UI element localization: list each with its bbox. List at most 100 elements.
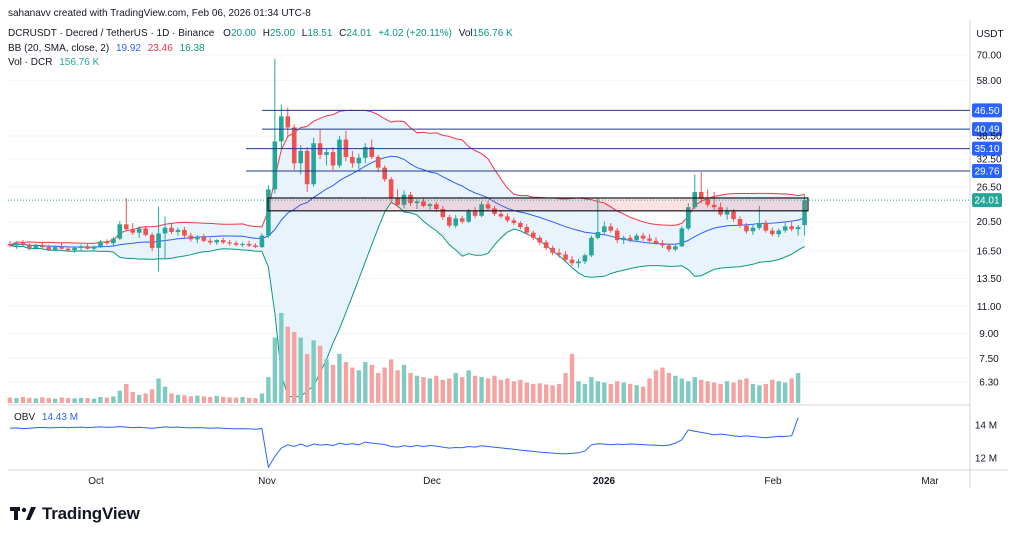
candle-body bbox=[233, 243, 239, 245]
bb-lower-line bbox=[9, 201, 805, 398]
candle-body bbox=[227, 242, 232, 244]
legend-volume-row[interactable]: Vol · DCR 156.76 K bbox=[8, 57, 99, 68]
bb-basis-line bbox=[9, 155, 805, 248]
volume-bar bbox=[750, 383, 756, 403]
volume-bar bbox=[472, 375, 478, 403]
candle-body bbox=[382, 167, 387, 180]
candle-body bbox=[317, 143, 323, 155]
volume-bar bbox=[453, 373, 458, 403]
candle-body bbox=[111, 238, 116, 244]
price-tick-label: 38.50 bbox=[976, 132, 1001, 143]
vol-indicator-value: 156.76 K bbox=[59, 57, 100, 68]
candle-body bbox=[91, 247, 97, 249]
candle-body bbox=[201, 237, 207, 241]
price-tick-label: 32.50 bbox=[976, 155, 1001, 166]
volume-bar bbox=[143, 393, 148, 403]
horizontal-levels: 46.50 40.49 35.10 29.76 bbox=[246, 103, 1002, 179]
volume-bar bbox=[388, 359, 394, 403]
volume-bar bbox=[660, 367, 665, 403]
candlesticks bbox=[7, 58, 807, 272]
candle-body bbox=[802, 200, 807, 226]
bb-lower-value: 16.38 bbox=[179, 43, 205, 54]
candle bbox=[505, 213, 510, 223]
candle bbox=[324, 148, 329, 166]
obv-value: 14.43 M bbox=[41, 412, 79, 423]
legend-bb-row[interactable]: BB (20, SMA, close, 2) 19.92 23.46 16.38 bbox=[8, 43, 205, 54]
volume-bar bbox=[757, 385, 762, 403]
candle bbox=[789, 220, 794, 232]
candle-body bbox=[602, 226, 607, 232]
candle-body bbox=[750, 227, 756, 232]
time-tick-label: Nov bbox=[258, 476, 276, 487]
candle bbox=[589, 235, 594, 258]
volume-bar bbox=[692, 377, 697, 403]
candle-body bbox=[395, 197, 400, 205]
volume-bar bbox=[78, 397, 84, 403]
volume-bar bbox=[731, 382, 736, 403]
candle bbox=[259, 233, 265, 248]
candle-body bbox=[149, 234, 155, 248]
candle bbox=[7, 240, 13, 248]
level-label: 29.76 bbox=[974, 167, 999, 178]
price-tick-label: 13.50 bbox=[976, 274, 1001, 285]
volume-bar bbox=[20, 397, 26, 403]
candle bbox=[576, 258, 581, 268]
candle-body bbox=[518, 222, 523, 228]
candle bbox=[621, 235, 626, 244]
candle bbox=[724, 207, 730, 220]
volume-bar bbox=[169, 393, 174, 403]
volume-bar bbox=[188, 396, 194, 403]
volume-bar bbox=[524, 382, 529, 403]
candle bbox=[647, 234, 652, 243]
candle-body bbox=[266, 189, 271, 236]
candle bbox=[279, 104, 284, 149]
volume-bar bbox=[311, 340, 316, 403]
volume-bar bbox=[259, 393, 265, 403]
volume-bar bbox=[744, 378, 749, 403]
candle bbox=[330, 147, 336, 170]
candle-body bbox=[46, 247, 52, 250]
volume-bar bbox=[511, 381, 517, 403]
candle-body bbox=[143, 228, 148, 235]
candle bbox=[27, 243, 32, 251]
candle bbox=[776, 228, 782, 238]
volume-bar bbox=[376, 373, 381, 403]
tradingview-logo[interactable]: TradingView bbox=[10, 504, 140, 524]
volume-bar bbox=[427, 378, 433, 403]
symbol-name[interactable]: DCRUSDT · Decred / TetherUS · 1D · Binan… bbox=[8, 28, 215, 39]
candle-body bbox=[479, 204, 484, 216]
candle-body bbox=[530, 232, 536, 238]
volume-bars bbox=[7, 313, 801, 403]
current-price-label: 24.01 bbox=[974, 196, 999, 207]
candle-body bbox=[498, 213, 504, 217]
volume-bar bbox=[466, 370, 471, 403]
candle bbox=[408, 192, 413, 207]
tradingview-logo-icon bbox=[10, 507, 36, 520]
candle-body bbox=[757, 222, 762, 228]
volume-bar bbox=[233, 397, 239, 403]
candle-body bbox=[388, 179, 394, 198]
candle-body bbox=[72, 247, 77, 251]
candle bbox=[233, 240, 239, 247]
candle-body bbox=[711, 204, 717, 208]
price-tick-label: 7.50 bbox=[979, 354, 999, 365]
candle-body bbox=[408, 194, 413, 204]
candle bbox=[46, 244, 52, 252]
candle bbox=[459, 215, 465, 224]
volume-bar bbox=[505, 378, 510, 403]
candle-body bbox=[485, 204, 491, 209]
volume-bar bbox=[518, 379, 523, 403]
candle-body bbox=[182, 229, 187, 236]
candle bbox=[350, 150, 355, 168]
time-tick-label: 2026 bbox=[593, 476, 616, 487]
candle-body bbox=[220, 240, 226, 243]
candle-body bbox=[414, 201, 420, 204]
candle-body bbox=[350, 156, 355, 164]
candle bbox=[537, 235, 543, 245]
volume-bar bbox=[53, 398, 58, 403]
current-price-label-bg bbox=[972, 193, 1002, 208]
candle-body bbox=[472, 211, 478, 216]
legend-obv-row[interactable]: OBV 14.43 M bbox=[14, 412, 78, 423]
candle bbox=[78, 244, 84, 251]
